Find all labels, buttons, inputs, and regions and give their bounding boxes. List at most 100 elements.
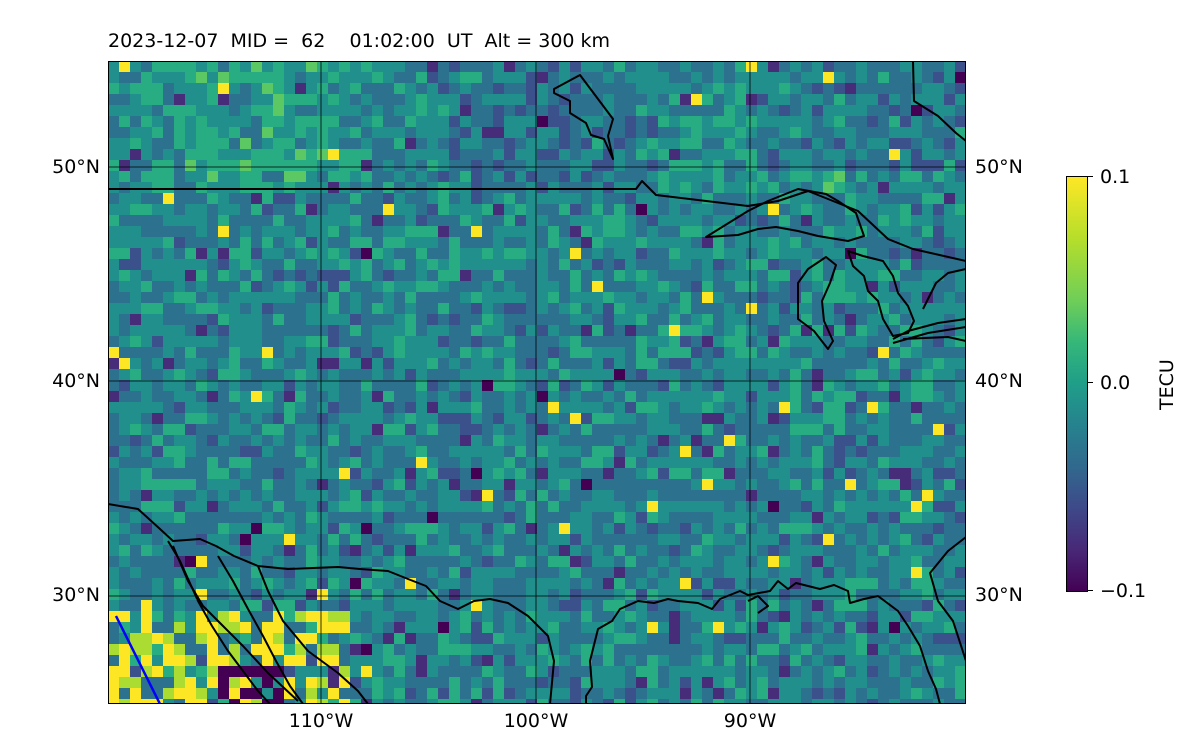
- tec-cell: [273, 633, 284, 644]
- tec-cell: [482, 72, 493, 83]
- tec-cell: [845, 259, 856, 270]
- tec-cell: [812, 556, 823, 567]
- tec-cell: [570, 633, 581, 644]
- tec-cell: [922, 644, 933, 655]
- tec-cell: [317, 160, 328, 171]
- tec-cell: [394, 369, 405, 380]
- tec-cell: [680, 72, 691, 83]
- tec-cell: [735, 600, 746, 611]
- tec-cell: [449, 589, 460, 600]
- tec-cell: [779, 347, 790, 358]
- tec-cell: [416, 611, 427, 622]
- tec-map[interactable]: [108, 61, 966, 704]
- tec-cell: [108, 248, 119, 259]
- tec-cell: [515, 666, 526, 677]
- tec-cell: [801, 567, 812, 578]
- tec-cell: [449, 325, 460, 336]
- tec-cell: [427, 611, 438, 622]
- tec-cell: [372, 600, 383, 611]
- tec-cell: [460, 677, 471, 688]
- tec-cell: [515, 567, 526, 578]
- tec-cell: [251, 182, 262, 193]
- tec-cell: [229, 237, 240, 248]
- tec-cell: [614, 347, 625, 358]
- tec-cell: [636, 204, 647, 215]
- tec-cell: [372, 688, 383, 699]
- tec-cell: [834, 369, 845, 380]
- tec-cell: [537, 479, 548, 490]
- tec-cell: [416, 369, 427, 380]
- tec-cell: [295, 303, 306, 314]
- tec-cell: [867, 611, 878, 622]
- tec-cell: [185, 688, 196, 699]
- tec-cell: [878, 215, 889, 226]
- tec-cell: [504, 116, 515, 127]
- tec-cell: [526, 248, 537, 259]
- tec-cell: [306, 325, 317, 336]
- tec-cell: [317, 490, 328, 501]
- tec-cell: [460, 479, 471, 490]
- tec-cell: [460, 182, 471, 193]
- tec-cell: [372, 314, 383, 325]
- tec-cell: [471, 281, 482, 292]
- tec-cell: [625, 171, 636, 182]
- tec-cell: [251, 699, 262, 704]
- tec-cell: [119, 589, 130, 600]
- tec-cell: [218, 380, 229, 391]
- tec-cell: [130, 369, 141, 380]
- tec-cell: [471, 512, 482, 523]
- tec-cell: [834, 259, 845, 270]
- tec-cell: [669, 116, 680, 127]
- tec-cell: [350, 336, 361, 347]
- tec-cell: [581, 193, 592, 204]
- tec-cell: [152, 556, 163, 567]
- tec-cell: [878, 611, 889, 622]
- tec-cell: [548, 259, 559, 270]
- tec-cell: [603, 611, 614, 622]
- tec-cell: [119, 424, 130, 435]
- tec-cell: [845, 314, 856, 325]
- tec-cell: [207, 413, 218, 424]
- tec-cell: [669, 72, 680, 83]
- tec-cell: [823, 303, 834, 314]
- tec-cell: [119, 512, 130, 523]
- tec-cell: [889, 358, 900, 369]
- tec-cell: [867, 171, 878, 182]
- tec-cell: [460, 435, 471, 446]
- tec-cell: [251, 688, 262, 699]
- tec-cell: [768, 512, 779, 523]
- tec-cell: [812, 446, 823, 457]
- tec-cell: [581, 622, 592, 633]
- tec-cell: [658, 171, 669, 182]
- tec-cell: [625, 149, 636, 160]
- tec-cell: [702, 457, 713, 468]
- tec-cell: [724, 281, 735, 292]
- tec-cell: [526, 182, 537, 193]
- tec-cell: [713, 490, 724, 501]
- tec-cell: [405, 248, 416, 259]
- tec-cell: [713, 237, 724, 248]
- tec-cell: [515, 215, 526, 226]
- tec-cell: [603, 655, 614, 666]
- tec-cell: [361, 72, 372, 83]
- tec-cell: [768, 149, 779, 160]
- tec-cell: [922, 468, 933, 479]
- tec-cell: [735, 193, 746, 204]
- tec-cell: [944, 655, 955, 666]
- tec-cell: [746, 160, 757, 171]
- tec-cell: [955, 655, 966, 666]
- tec-cell: [339, 314, 350, 325]
- tec-cell: [350, 325, 361, 336]
- tec-cell: [581, 259, 592, 270]
- tec-cell: [163, 292, 174, 303]
- tec-cell: [537, 677, 548, 688]
- tec-cell: [526, 457, 537, 468]
- tec-cell: [317, 72, 328, 83]
- tec-cell: [801, 435, 812, 446]
- tec-cell: [262, 556, 273, 567]
- tec-cell: [823, 468, 834, 479]
- tec-cell: [933, 127, 944, 138]
- tec-cell: [581, 468, 592, 479]
- tec-cell: [669, 479, 680, 490]
- tec-cell: [559, 413, 570, 424]
